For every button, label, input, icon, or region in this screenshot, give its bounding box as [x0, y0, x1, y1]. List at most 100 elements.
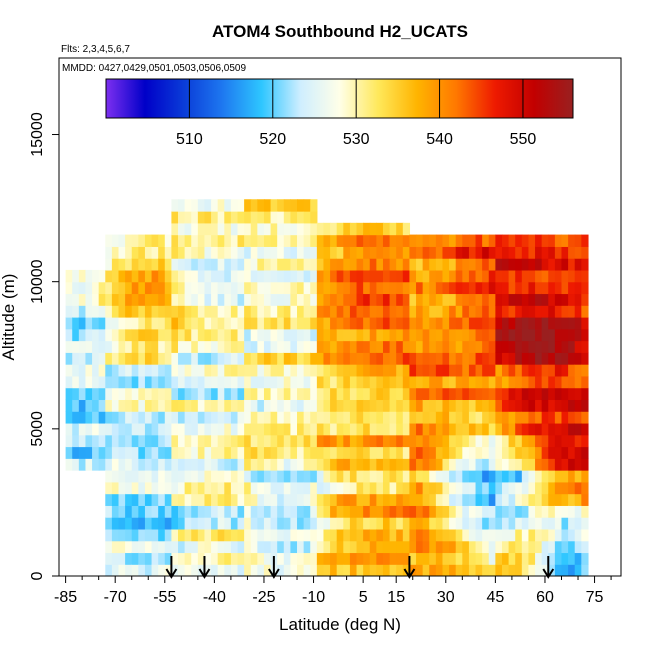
- heatmap-cell: [310, 293, 318, 306]
- heatmap-cell: [349, 234, 358, 247]
- heatmap-cell: [171, 364, 179, 377]
- heatmap-cell: [316, 293, 325, 306]
- heatmap-cell: [277, 234, 285, 247]
- heatmap-cell: [224, 446, 232, 459]
- heatmap-cell: [508, 434, 516, 448]
- heatmap-cell: [382, 505, 391, 518]
- heatmap-cell: [416, 422, 424, 436]
- heatmap-cell: [568, 246, 576, 259]
- heatmap-cell: [138, 375, 146, 389]
- heatmap-cell: [316, 552, 325, 565]
- heatmap-cell: [435, 340, 444, 353]
- heatmap-cell: [164, 564, 172, 576]
- heatmap-cell: [237, 564, 245, 576]
- heatmap-cell: [316, 305, 325, 318]
- heatmap-cell: [244, 446, 252, 459]
- heatmap-cell: [257, 317, 265, 330]
- heatmap-cell: [455, 269, 463, 283]
- heatmap-cell: [422, 352, 430, 365]
- heatmap-cell: [515, 470, 523, 483]
- y-tick-label: 15000: [29, 112, 46, 157]
- heatmap-cell: [158, 528, 166, 542]
- heatmap-cell: [244, 211, 252, 224]
- heatmap-cell: [125, 505, 133, 518]
- heatmap-cell: [435, 281, 444, 295]
- heatmap-cell: [482, 458, 490, 471]
- heatmap-cell: [349, 258, 358, 271]
- heatmap-cell: [554, 317, 563, 330]
- heatmap-cell: [270, 258, 278, 271]
- heatmap-cell: [495, 340, 503, 353]
- heatmap-cell: [303, 258, 311, 271]
- colorbar-tick-label: 550: [510, 131, 537, 148]
- heatmap-cell: [416, 517, 424, 530]
- heatmap-cell: [244, 246, 252, 259]
- heatmap-cell: [521, 340, 530, 353]
- heatmap-cell: [356, 493, 364, 506]
- heatmap-cell: [263, 411, 272, 424]
- heatmap-cell: [125, 246, 133, 259]
- heatmap-cell: [125, 422, 133, 436]
- heatmap-cell: [508, 564, 516, 576]
- heatmap-cell: [290, 540, 298, 554]
- heatmap-cell: [144, 422, 153, 436]
- heatmap-cell: [184, 505, 192, 518]
- x-tick-label: 30: [437, 589, 455, 606]
- heatmap-cell: [515, 246, 523, 259]
- heatmap-cell: [297, 340, 305, 353]
- heatmap-cell: [488, 246, 496, 259]
- heatmap-cell: [118, 481, 126, 495]
- heatmap-cell: [277, 528, 285, 542]
- heatmap-cell: [416, 364, 424, 377]
- chart-subtitle-flights: Flts: 2,3,4,5,6,7: [61, 44, 130, 55]
- heatmap-cell: [98, 293, 106, 306]
- heatmap-cell: [482, 246, 490, 259]
- heatmap-cell: [376, 434, 384, 448]
- heatmap-cell: [105, 269, 113, 283]
- heatmap-cell: [303, 293, 311, 306]
- heatmap-cell: [263, 246, 272, 259]
- heatmap-cell: [541, 564, 549, 576]
- heatmap-cell: [508, 317, 516, 330]
- heatmap-cell: [263, 458, 272, 471]
- heatmap-cell: [548, 458, 556, 471]
- heatmap-cell: [217, 293, 225, 306]
- heatmap-cell: [303, 246, 311, 259]
- heatmap-cell: [158, 340, 166, 353]
- heatmap-cell: [508, 269, 516, 283]
- heatmap-cell: [455, 246, 463, 259]
- heatmap-cell: [151, 528, 159, 542]
- heatmap-cell: [382, 399, 391, 412]
- heatmap-cell: [330, 305, 338, 318]
- heatmap-cell: [369, 470, 377, 483]
- heatmap-cell: [250, 540, 258, 554]
- heatmap-cell: [283, 517, 292, 530]
- heatmap-cell: [382, 328, 391, 342]
- heatmap-cell: [369, 434, 377, 448]
- heatmap-cell: [554, 399, 563, 412]
- heatmap-cell: [541, 399, 549, 412]
- heatmap-cell: [290, 211, 298, 224]
- heatmap-cell: [92, 340, 100, 353]
- heatmap-cell: [204, 540, 212, 554]
- heatmap-cell: [429, 411, 437, 424]
- x-axis: -85 -70 -55 -40 -25 -10 5 15 30 45 60 75: [54, 576, 612, 606]
- heatmap-cell: [224, 234, 232, 247]
- heatmap-cell: [449, 399, 457, 412]
- heatmap-cell: [237, 399, 245, 412]
- heatmap-cell: [541, 305, 549, 318]
- heatmap-cell: [535, 317, 543, 330]
- heatmap-cell: [323, 411, 331, 424]
- heatmap-cell: [382, 564, 391, 576]
- heatmap-cell: [303, 399, 311, 412]
- heatmap-cell: [521, 328, 530, 342]
- heatmap-cell: [98, 364, 106, 377]
- heatmap-cell: [482, 540, 490, 554]
- heatmap-cell: [429, 505, 437, 518]
- heatmap-cell: [211, 481, 219, 495]
- heatmap-cell: [72, 411, 80, 424]
- heatmap-cell: [416, 246, 424, 259]
- heatmap-cell: [178, 399, 186, 412]
- heatmap-cell: [131, 481, 139, 495]
- heatmap-cell: [455, 387, 463, 401]
